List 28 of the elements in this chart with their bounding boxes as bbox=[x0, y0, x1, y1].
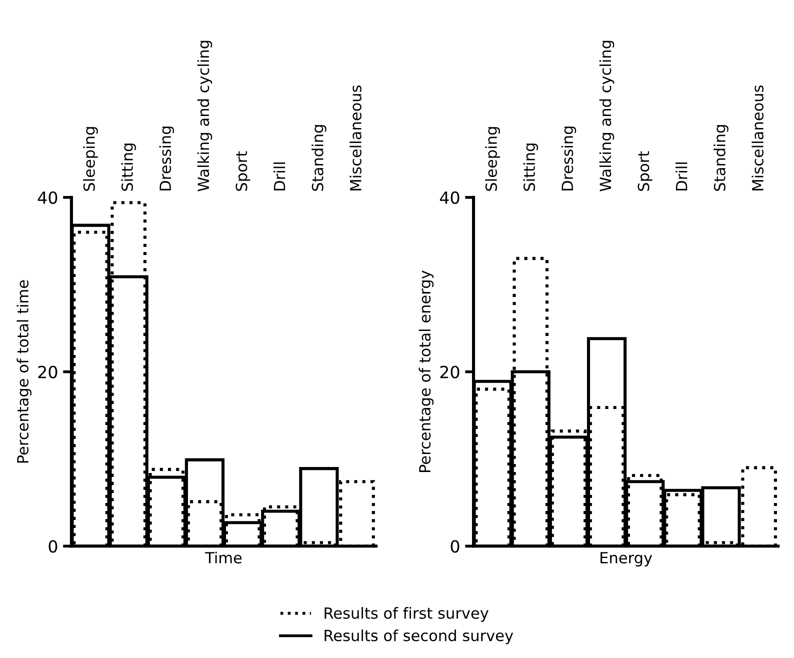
x-tick-label: Sitting bbox=[523, 144, 538, 191]
x-tick-label: Sport bbox=[236, 151, 250, 191]
legend-label: Results of first survey bbox=[324, 607, 488, 622]
x-tick-label: Sitting bbox=[121, 144, 136, 191]
x-tick-label: Walking and cycling bbox=[599, 40, 614, 192]
x-tick-label: Miscellaneous bbox=[752, 85, 764, 190]
legend-label: Results of second survey bbox=[324, 629, 514, 644]
x-tick-label: Dressing bbox=[159, 126, 174, 190]
y-axis-title: Percentage of total time bbox=[16, 280, 32, 463]
y-tick-label: 20 bbox=[440, 366, 460, 378]
y-tick-label: 0 bbox=[450, 540, 460, 553]
x-tick-label: Sport bbox=[638, 151, 652, 191]
y-tick-label: 40 bbox=[440, 191, 460, 204]
y-axis-title: Percentage of total energy bbox=[418, 270, 434, 472]
x-tick-label: Dressing bbox=[561, 126, 576, 190]
x-tick-label: Drill bbox=[676, 162, 688, 190]
x-axis-title: Energy bbox=[600, 552, 652, 566]
x-axis-title: Time bbox=[205, 552, 242, 564]
y-tick-label: 20 bbox=[38, 366, 58, 378]
x-tick-label: Walking and cycling bbox=[197, 40, 212, 192]
y-tick-label: 0 bbox=[48, 540, 58, 553]
y-tick-label: 40 bbox=[38, 191, 58, 204]
x-tick-label: Sleeping bbox=[83, 127, 98, 191]
x-tick-label: Standing bbox=[714, 125, 728, 191]
x-tick-label: Miscellaneous bbox=[350, 85, 362, 190]
x-tick-label: Drill bbox=[273, 162, 286, 190]
x-tick-label: Sleeping bbox=[485, 127, 500, 191]
x-tick-label: Standing bbox=[312, 125, 326, 191]
